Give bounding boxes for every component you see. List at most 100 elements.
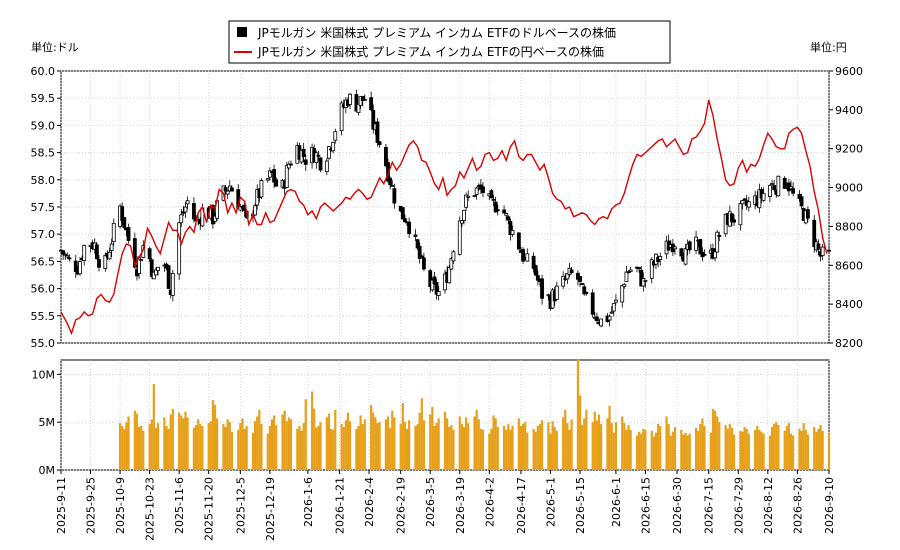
volume-tick-label: 10M (32, 368, 56, 381)
volume-bar (414, 426, 417, 470)
x-tick-label: 2026-4-17 (515, 477, 528, 534)
candle-body (126, 227, 131, 241)
candle-body (713, 251, 717, 259)
volume-bar (401, 403, 404, 470)
volume-bar (566, 423, 569, 470)
volume-bar (268, 426, 271, 470)
volume-bar (621, 416, 624, 470)
volume-bar (443, 411, 447, 470)
volume-bar (768, 435, 772, 470)
volume-bar (194, 425, 198, 470)
volume-bar (806, 434, 810, 470)
candle-body (472, 195, 477, 197)
volume-bar (180, 415, 183, 470)
volume-bar (281, 414, 284, 470)
candle-body (679, 248, 684, 257)
volume-bar (606, 418, 609, 470)
x-tick-label: 2026-3-5 (424, 477, 437, 527)
volume-bar (597, 414, 601, 470)
volume-bar (509, 429, 512, 470)
candle-body (407, 221, 412, 235)
candle-body (730, 213, 734, 223)
x-tick-label: 2026-6-15 (639, 477, 652, 534)
volume-bar (479, 428, 482, 470)
candle-body (595, 316, 599, 322)
volume-bar (798, 428, 801, 470)
volume-bar (581, 425, 584, 470)
x-tick-label: 2026-5-15 (574, 477, 587, 534)
x-tick-label: 2025-9-11 (55, 477, 68, 534)
candle-body (628, 269, 633, 272)
volume-bar (137, 426, 141, 470)
candle-body (827, 249, 831, 252)
candle-body (390, 185, 395, 187)
volume-bar (171, 408, 174, 470)
volume-bar (211, 400, 215, 470)
volume-bar (226, 419, 229, 470)
volume-bar (644, 429, 647, 470)
volume-bar (629, 429, 632, 470)
left-tick-label: 60.0 (31, 65, 56, 78)
volume-bar (638, 431, 641, 470)
volume-bar (300, 430, 303, 470)
volume-bar (703, 426, 706, 470)
volume-bar (534, 431, 537, 470)
volume-bar (519, 426, 523, 470)
volume-tick-label: 5M (39, 416, 56, 429)
volume-bar (758, 429, 761, 470)
volume-bar (593, 411, 596, 470)
volume-bar (600, 424, 603, 470)
volume-bar (627, 425, 630, 470)
candle-body (179, 214, 184, 224)
volume-bar (507, 424, 510, 470)
right-tick-label: 9000 (835, 182, 863, 195)
volume-bar (475, 409, 478, 470)
volume-bar (726, 428, 729, 470)
volume-bar (431, 406, 434, 470)
volume-bar (201, 426, 204, 470)
volume-bar (792, 435, 795, 470)
volume-bar (391, 410, 394, 470)
volume-bar (245, 426, 248, 470)
candle-body (782, 177, 787, 189)
candle-body (457, 220, 462, 255)
volume-bar (511, 426, 514, 470)
volume-bar (467, 423, 470, 470)
volume-bar (169, 414, 172, 470)
left-tick-label: 55.0 (31, 337, 56, 350)
candle-body (166, 265, 171, 289)
volume-bar (585, 409, 588, 470)
volume-bar (686, 435, 689, 470)
volume-bar (123, 428, 126, 470)
candle-body (386, 162, 390, 182)
candle-body (65, 255, 70, 258)
x-tick-label: 2026-1-6 (302, 477, 315, 527)
volume-bar (578, 395, 582, 470)
candle-body (97, 258, 101, 268)
right-tick-label: 8800 (835, 220, 863, 233)
volume-bar (289, 419, 293, 470)
volume-bar (258, 409, 261, 470)
right-tick-label: 9400 (835, 104, 863, 117)
candle-body (103, 255, 108, 269)
candle-body (491, 198, 496, 201)
volume-bar (163, 417, 166, 470)
candle-body (599, 318, 604, 327)
candle-body (109, 243, 114, 251)
volume-bar (429, 414, 432, 470)
volume-bar (536, 426, 539, 470)
right-tick-label: 8200 (835, 337, 863, 350)
volume-bar (285, 421, 288, 470)
x-tick-label: 2026-9-10 (823, 477, 836, 534)
volume-bar (319, 422, 322, 470)
volume-bar (724, 425, 727, 470)
candle-body (327, 146, 331, 159)
right-tick-label: 9200 (835, 143, 863, 156)
candle-body (324, 160, 329, 173)
left-axis: 60.0 59.5 59.0 58.5 58.0 57.5 57.0 56.5 56.0 55.5… (31, 65, 61, 350)
volume-bar (775, 422, 778, 470)
candle-body (403, 218, 407, 223)
volume-bar (562, 417, 565, 470)
candle-body (466, 195, 471, 198)
x-tick-label: 2026-2-19 (395, 477, 408, 534)
